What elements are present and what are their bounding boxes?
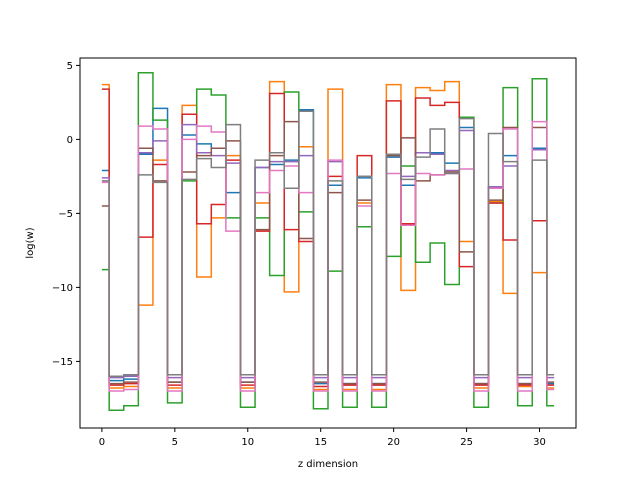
x-axis: 0 5 10 15 20 25 30 xyxy=(99,428,546,448)
x-tick-label: 10 xyxy=(241,437,254,448)
y-tick-label: −5 xyxy=(58,209,73,220)
y-tick-label: −10 xyxy=(52,283,73,294)
x-tick-label: 5 xyxy=(172,437,178,448)
series-line-8 xyxy=(101,110,555,377)
plot-frame xyxy=(79,57,577,429)
x-tick-label: 30 xyxy=(533,437,546,448)
y-axis-label: log(w) xyxy=(25,227,36,258)
y-tick-label: 5 xyxy=(67,61,73,72)
series-layer xyxy=(101,72,555,411)
x-tick-label: 0 xyxy=(99,437,105,448)
x-tick-label: 25 xyxy=(460,437,473,448)
x-tick-label: 15 xyxy=(314,437,327,448)
y-axis: 5 0 −5 −10 −15 xyxy=(52,61,80,368)
y-tick-label: 0 xyxy=(67,135,73,146)
x-axis-label: z dimension xyxy=(298,459,358,470)
y-tick-label: −15 xyxy=(52,357,73,368)
x-tick-label: 20 xyxy=(387,437,400,448)
